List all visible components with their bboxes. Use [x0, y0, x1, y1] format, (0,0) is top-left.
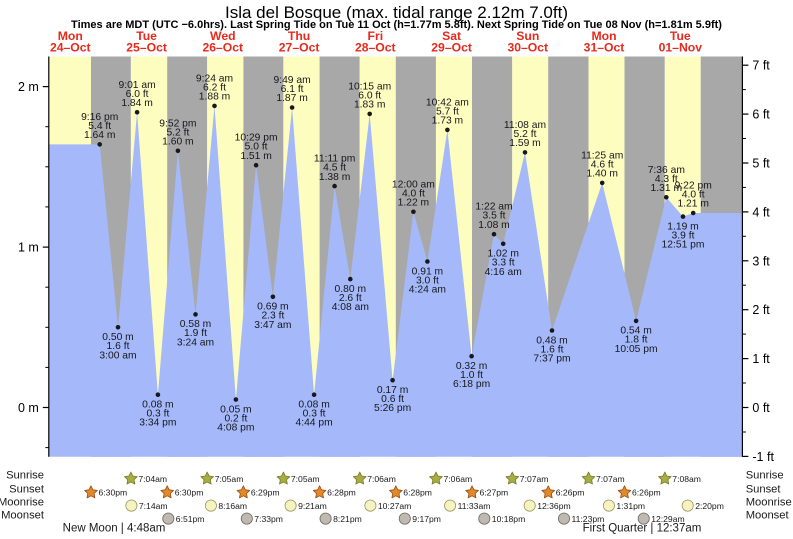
svg-text:31–Oct: 31–Oct — [584, 41, 625, 55]
svg-text:7 ft: 7 ft — [752, 59, 770, 73]
svg-text:7:05am: 7:05am — [291, 474, 320, 484]
svg-text:6:30pm: 6:30pm — [175, 488, 204, 498]
svg-text:6:28pm: 6:28pm — [327, 488, 356, 498]
svg-text:01–Nov: 01–Nov — [659, 41, 703, 55]
svg-text:Moonset: Moonset — [1, 510, 45, 522]
svg-text:1.83 m: 1.83 m — [354, 100, 385, 111]
svg-text:1.51 m: 1.51 m — [240, 151, 271, 162]
svg-text:7:04am: 7:04am — [138, 474, 167, 484]
svg-text:4 ft: 4 ft — [752, 205, 770, 219]
svg-text:Moonrise: Moonrise — [0, 497, 44, 509]
svg-text:3 ft: 3 ft — [752, 254, 770, 268]
svg-text:12:51 pm: 12:51 pm — [662, 240, 705, 251]
svg-text:3:24 am: 3:24 am — [177, 337, 214, 348]
svg-text:7:05am: 7:05am — [215, 474, 244, 484]
svg-text:New Moon | 4:48am: New Moon | 4:48am — [63, 523, 166, 535]
svg-text:1 m: 1 m — [18, 241, 39, 255]
svg-text:6:30pm: 6:30pm — [99, 488, 128, 498]
svg-text:9:17pm: 9:17pm — [412, 514, 441, 524]
svg-text:4:24 am: 4:24 am — [409, 285, 446, 296]
svg-text:2:20pm: 2:20pm — [695, 501, 724, 511]
svg-text:Moonrise: Moonrise — [746, 497, 792, 509]
svg-text:3:34 pm: 3:34 pm — [139, 418, 176, 429]
svg-text:1.88 m: 1.88 m — [199, 92, 230, 103]
svg-text:11:33am: 11:33am — [458, 501, 491, 511]
svg-text:Sunset: Sunset — [746, 484, 782, 496]
svg-text:1.08 m: 1.08 m — [478, 220, 509, 231]
svg-text:28–Oct: 28–Oct — [355, 41, 396, 55]
svg-text:6:26pm: 6:26pm — [556, 488, 585, 498]
svg-text:26–Oct: 26–Oct — [202, 41, 243, 55]
svg-text:10:05 pm: 10:05 pm — [615, 344, 658, 355]
svg-text:7:37 pm: 7:37 pm — [533, 354, 570, 365]
svg-text:1.40 m: 1.40 m — [586, 169, 617, 180]
svg-text:7:06am: 7:06am — [367, 474, 396, 484]
svg-text:1.60 m: 1.60 m — [162, 137, 193, 148]
svg-text:2 ft: 2 ft — [752, 303, 770, 317]
svg-text:8:16am: 8:16am — [218, 501, 247, 511]
svg-text:4:08 pm: 4:08 pm — [217, 423, 254, 434]
svg-text:1.64 m: 1.64 m — [84, 130, 115, 141]
svg-text:5:26 pm: 5:26 pm — [374, 403, 411, 414]
svg-text:4:08 am: 4:08 am — [332, 302, 369, 313]
svg-text:7:08am: 7:08am — [672, 474, 701, 484]
svg-text:1 ft: 1 ft — [752, 352, 770, 366]
svg-text:12:36pm: 12:36pm — [537, 501, 570, 511]
svg-text:1:31pm: 1:31pm — [616, 501, 645, 511]
svg-text:25–Oct: 25–Oct — [126, 41, 167, 55]
svg-text:6 ft: 6 ft — [752, 108, 770, 122]
svg-text:3:00 am: 3:00 am — [99, 350, 136, 361]
svg-text:Moonset: Moonset — [746, 510, 790, 522]
svg-text:6:28pm: 6:28pm — [403, 488, 432, 498]
svg-text:Sunrise: Sunrise — [746, 470, 784, 482]
svg-text:29–Oct: 29–Oct — [431, 41, 472, 55]
svg-text:7:33pm: 7:33pm — [254, 514, 283, 524]
svg-text:6:26pm: 6:26pm — [632, 488, 661, 498]
svg-text:2 m: 2 m — [18, 80, 39, 94]
svg-text:9:21am: 9:21am — [298, 501, 327, 511]
svg-text:27–Oct: 27–Oct — [279, 41, 320, 55]
svg-text:1.22 m: 1.22 m — [398, 198, 429, 209]
svg-text:10:27am: 10:27am — [378, 501, 411, 511]
svg-text:5 ft: 5 ft — [752, 157, 770, 171]
svg-text:1.73 m: 1.73 m — [432, 116, 463, 127]
svg-text:7:06am: 7:06am — [444, 474, 473, 484]
svg-text:8:21pm: 8:21pm — [333, 514, 362, 524]
svg-text:3:47 am: 3:47 am — [254, 320, 291, 331]
svg-text:Sunset: Sunset — [9, 484, 45, 496]
svg-text:6:51pm: 6:51pm — [176, 514, 205, 524]
svg-text:4:16 am: 4:16 am — [485, 267, 522, 278]
svg-text:6:27pm: 6:27pm — [480, 488, 509, 498]
svg-text:7:14am: 7:14am — [139, 501, 168, 511]
svg-text:1.59 m: 1.59 m — [509, 138, 540, 149]
svg-text:0 m: 0 m — [18, 401, 39, 415]
svg-text:7:07am: 7:07am — [520, 474, 549, 484]
svg-text:24–Oct: 24–Oct — [50, 41, 91, 55]
svg-text:10:18pm: 10:18pm — [492, 514, 525, 524]
svg-text:-1 ft: -1 ft — [752, 450, 774, 464]
svg-text:0 ft: 0 ft — [752, 401, 770, 415]
svg-text:1.84 m: 1.84 m — [121, 98, 152, 109]
svg-text:30–Oct: 30–Oct — [507, 41, 548, 55]
svg-text:4:44 pm: 4:44 pm — [295, 418, 332, 429]
svg-text:Sunrise: Sunrise — [6, 470, 44, 482]
svg-text:1.38 m: 1.38 m — [319, 172, 350, 183]
svg-text:6:29pm: 6:29pm — [251, 488, 280, 498]
svg-text:1.87 m: 1.87 m — [276, 93, 307, 104]
svg-text:6:18 pm: 6:18 pm — [453, 379, 490, 390]
svg-text:1.21 m: 1.21 m — [677, 199, 708, 210]
svg-text:First Quarter | 12:37am: First Quarter | 12:37am — [583, 523, 702, 535]
svg-text:7:07am: 7:07am — [596, 474, 625, 484]
